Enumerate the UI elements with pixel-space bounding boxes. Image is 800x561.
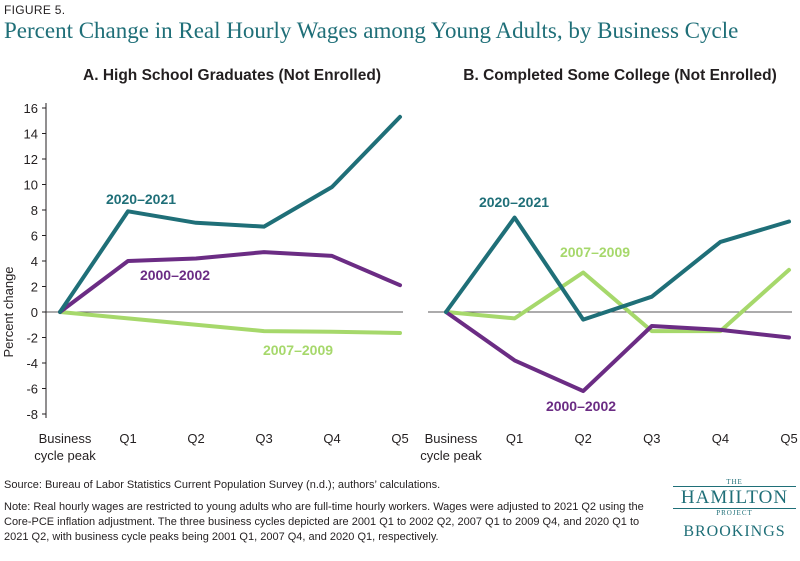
x-tick-label: Business xyxy=(39,431,92,446)
y-tick-label: 12 xyxy=(24,152,38,167)
series-label: 2000–2002 xyxy=(140,267,210,283)
y-tick-label: 0 xyxy=(31,305,38,320)
hamilton-project-logo: HAMILTON xyxy=(673,486,796,509)
y-tick-label: 4 xyxy=(31,254,38,269)
y-tick-label: 10 xyxy=(24,178,38,193)
series-label: 2020–2021 xyxy=(106,191,176,207)
series-line-2000-2002 xyxy=(444,310,791,394)
series-line-2000-2002 xyxy=(58,250,402,314)
y-tick-label: 8 xyxy=(31,203,38,218)
y-tick-label: -8 xyxy=(26,407,38,422)
y-tick-label: 6 xyxy=(31,229,38,244)
x-tick-label: Q1 xyxy=(119,431,136,446)
source-text: Source: Bureau of Labor Statistics Curre… xyxy=(4,479,441,491)
series-label: 2007–2009 xyxy=(263,342,333,358)
x-tick-label: Q5 xyxy=(391,431,408,446)
brookings-logo: BROOKINGS xyxy=(683,523,786,540)
x-tick-label: cycle peak xyxy=(34,448,96,463)
x-tick-label: Q4 xyxy=(712,431,729,446)
series-label: 2020–2021 xyxy=(479,194,549,210)
series-line-2020-2021 xyxy=(444,215,791,322)
panel-title: B. Completed Some College (Not Enrolled) xyxy=(463,67,776,84)
y-tick-label: -4 xyxy=(26,356,38,371)
logo-project-text: PROJECT xyxy=(716,509,753,517)
logo-the-text: THE xyxy=(726,478,743,486)
y-tick-label: -2 xyxy=(26,331,38,346)
x-tick-label: Q1 xyxy=(506,431,523,446)
y-axis-label: Percent change xyxy=(1,266,16,357)
charts-canvas: -8 -6 -4 -2 0 2 4 6 8 10 12 14 16 Percent change A. Hi… xyxy=(1,67,798,463)
y-tick-label: 14 xyxy=(24,127,38,142)
panel-title: A. High School Graduates (Not Enrolled) xyxy=(83,67,381,84)
x-tick-label: Q3 xyxy=(255,431,272,446)
series-label: 2007–2009 xyxy=(560,244,630,260)
y-tick-label: 16 xyxy=(24,101,38,116)
x-tick-label: Q4 xyxy=(323,431,340,446)
x-tick-label: Business xyxy=(425,431,478,446)
x-tick-label: Q2 xyxy=(575,431,592,446)
series-line-2020-2021 xyxy=(58,114,402,314)
figure-label: FIGURE 5. xyxy=(4,3,66,17)
x-tick-label: Q5 xyxy=(780,431,797,446)
note-text: Note: Real hourly wages are restricted t… xyxy=(4,501,644,543)
x-tick-label: Q3 xyxy=(643,431,660,446)
series-label: 2000–2002 xyxy=(546,398,616,414)
x-tick-label: cycle peak xyxy=(420,448,482,463)
series-line-2007-2009 xyxy=(444,267,791,334)
y-tick-label: 2 xyxy=(31,280,38,295)
series-line-2007-2009 xyxy=(58,310,402,335)
figure-title: Percent Change in Real Hourly Wages amon… xyxy=(4,18,739,43)
y-tick-label: -6 xyxy=(26,382,38,397)
publisher-logos: THE HAMILTON PROJECT BROOKINGS xyxy=(671,479,798,541)
x-tick-label: Q2 xyxy=(187,431,204,446)
